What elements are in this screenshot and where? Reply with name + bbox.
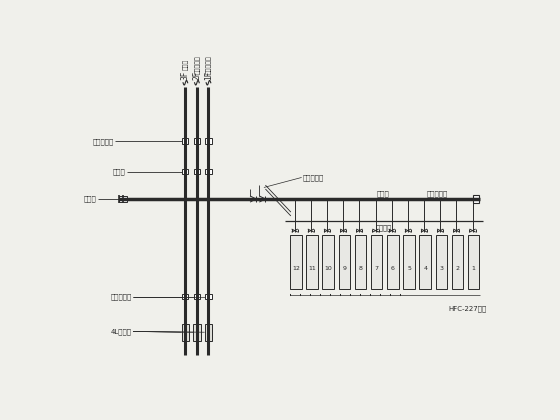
Bar [436, 235, 447, 289]
Text: 档案模拟室: 档案模拟室 [207, 55, 212, 74]
Text: 9: 9 [342, 266, 347, 271]
Bar [181, 324, 189, 341]
Bar [355, 235, 366, 289]
Bar [468, 235, 479, 289]
Bar [119, 196, 127, 202]
Bar [306, 235, 318, 289]
Bar [290, 235, 302, 289]
Bar [339, 235, 350, 289]
Text: 降压接管: 降压接管 [376, 224, 392, 231]
Bar [206, 294, 212, 299]
Text: 安全泵压鄀: 安全泵压鄀 [427, 190, 448, 197]
Bar [194, 138, 200, 144]
Text: 7: 7 [375, 266, 379, 271]
Bar [371, 235, 382, 289]
Bar [194, 169, 200, 174]
Text: 5: 5 [407, 266, 411, 271]
Text: 8: 8 [358, 266, 362, 271]
Bar [182, 294, 188, 299]
Text: 4L启动瓶: 4L启动瓶 [110, 328, 132, 335]
Text: 1F: 1F [204, 71, 213, 80]
Bar [206, 169, 212, 174]
Text: 2: 2 [455, 266, 460, 271]
Bar [193, 324, 200, 341]
Text: 1: 1 [472, 266, 475, 271]
Bar [403, 235, 415, 289]
Text: 选择阀: 选择阀 [113, 169, 125, 176]
Text: 压力讯号器: 压力讯号器 [92, 138, 114, 144]
Bar [206, 138, 212, 144]
Bar [194, 294, 200, 299]
Text: 6: 6 [391, 266, 395, 271]
Text: 集流管: 集流管 [377, 190, 390, 197]
Text: 低浓高密间: 低浓高密间 [110, 294, 132, 300]
Text: 11: 11 [308, 266, 316, 271]
Text: 档案模拟室: 档案模拟室 [195, 55, 200, 74]
Bar [473, 195, 479, 203]
Text: 2F: 2F [193, 71, 202, 80]
Text: 气控单向鄀: 气控单向鄀 [302, 174, 324, 181]
Bar [182, 138, 188, 144]
Text: 容器阀: 容器阀 [83, 196, 96, 202]
Bar [323, 235, 334, 289]
Text: 档案室: 档案室 [183, 59, 189, 70]
Bar [387, 235, 399, 289]
Text: 3: 3 [440, 266, 444, 271]
Bar [182, 169, 188, 174]
Text: 3F: 3F [181, 71, 190, 80]
Text: 12: 12 [292, 266, 300, 271]
Bar [452, 235, 463, 289]
Text: HFC-227钢瓶: HFC-227钢瓶 [449, 305, 487, 312]
Bar [419, 235, 431, 289]
Bar [204, 324, 212, 341]
Text: 10: 10 [324, 266, 332, 271]
Text: 4: 4 [423, 266, 427, 271]
